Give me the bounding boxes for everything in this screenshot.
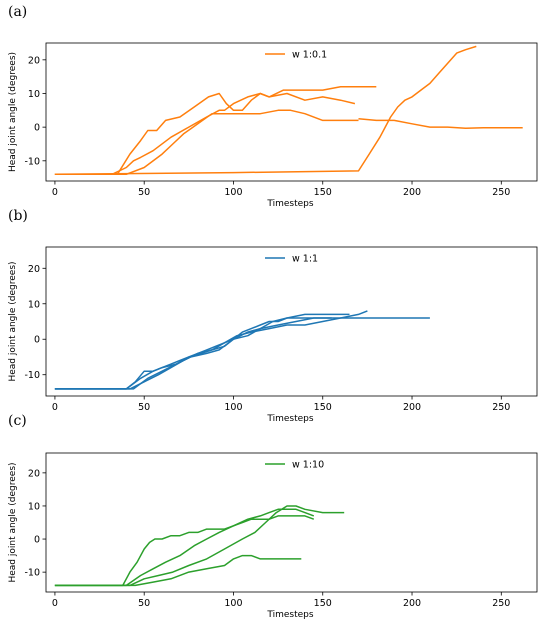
panel-1-xtick-label-0: 0: [52, 402, 58, 413]
panel-1-xtick-label-250: 250: [492, 402, 510, 413]
panel-1-ytick-label-0: 0: [34, 335, 40, 346]
panel-1-legend-label: w 1:1: [292, 254, 318, 265]
panel-0-xlabel: Timesteps: [266, 199, 313, 209]
panel-2-series-line-3: [54, 554, 302, 587]
panel-2-xtick-label-0: 0: [52, 598, 58, 609]
panel-2-series-line-0: [54, 515, 315, 587]
panel-2-xtick-label-200: 200: [403, 598, 421, 609]
panel-2-ytick-label-0: 0: [34, 535, 40, 546]
panel-0-ytick-label--10: -10: [24, 156, 40, 167]
panel-0-series-line-4: [358, 117, 523, 129]
panel-2-xtick-label-150: 150: [314, 598, 332, 609]
panel-0-xtick-label-200: 200: [403, 187, 421, 198]
panel-label-b: (b): [8, 208, 28, 224]
panel-2-xtick-label-100: 100: [224, 598, 242, 609]
panel-1-axes-frame: [45, 246, 538, 397]
panel-1-series-line-2: [54, 317, 430, 390]
panel-1-series-line-3: [54, 317, 332, 390]
panel-0-series-line-1: [54, 92, 356, 176]
panel-2-ytick-label-20: 20: [28, 468, 40, 479]
panel-1-xlabel: Timesteps: [266, 414, 313, 424]
panel-0-ytick-label-20: 20: [28, 55, 40, 66]
panel-1-ytick-label-20: 20: [28, 264, 40, 275]
panel-0-ytick-label-10: 10: [28, 89, 40, 100]
panel-2-xtick-label-250: 250: [492, 598, 510, 609]
panel-0-series-line-0: [54, 86, 377, 176]
panel-0-axes-frame: [45, 42, 538, 182]
panel-0-xtick-label-100: 100: [224, 187, 242, 198]
panel-0-series-line-2: [54, 109, 359, 176]
panel-2-legend-label: w 1:10: [292, 460, 324, 471]
panel-2-ytick-label--10: -10: [24, 568, 40, 579]
panel-1-xtick-label-150: 150: [314, 402, 332, 413]
panel-1-ytick-label-10: 10: [28, 299, 40, 310]
panel-1-ytick-label--10: -10: [24, 370, 40, 381]
panel-1-xtick-label-50: 50: [138, 402, 150, 413]
panel-2-ylabel: Head joint angle (degrees): [8, 462, 18, 582]
panel-0-xtick-label-0: 0: [52, 187, 58, 198]
panel-0-ylabel: Head joint angle (degrees): [8, 52, 18, 172]
panel-2-series-line-2: [54, 505, 345, 587]
panel-1-xtick-label-200: 200: [403, 402, 421, 413]
panel-0-xtick-label-250: 250: [492, 187, 510, 198]
panel-0-legend-label: w 1:0.1: [292, 50, 327, 61]
panel-2-ytick-label-10: 10: [28, 501, 40, 512]
panel-0-series-line-3: [54, 45, 477, 176]
panel-label-a: (a): [8, 4, 28, 20]
panel-2-xtick-label-50: 50: [138, 598, 150, 609]
panel-1-xtick-label-100: 100: [224, 402, 242, 413]
panel-0-xtick-label-150: 150: [314, 187, 332, 198]
panel-2-xlabel: Timesteps: [266, 610, 313, 620]
panel-label-c: (c): [8, 413, 27, 429]
panel-0-xtick-label-50: 50: [138, 187, 150, 198]
panel-0-ytick-label-0: 0: [34, 123, 40, 134]
panel-2-series-line-1: [54, 508, 315, 587]
panel-1-ylabel: Head joint angle (degrees): [8, 261, 18, 381]
panel-2-axes-frame: [45, 452, 538, 593]
